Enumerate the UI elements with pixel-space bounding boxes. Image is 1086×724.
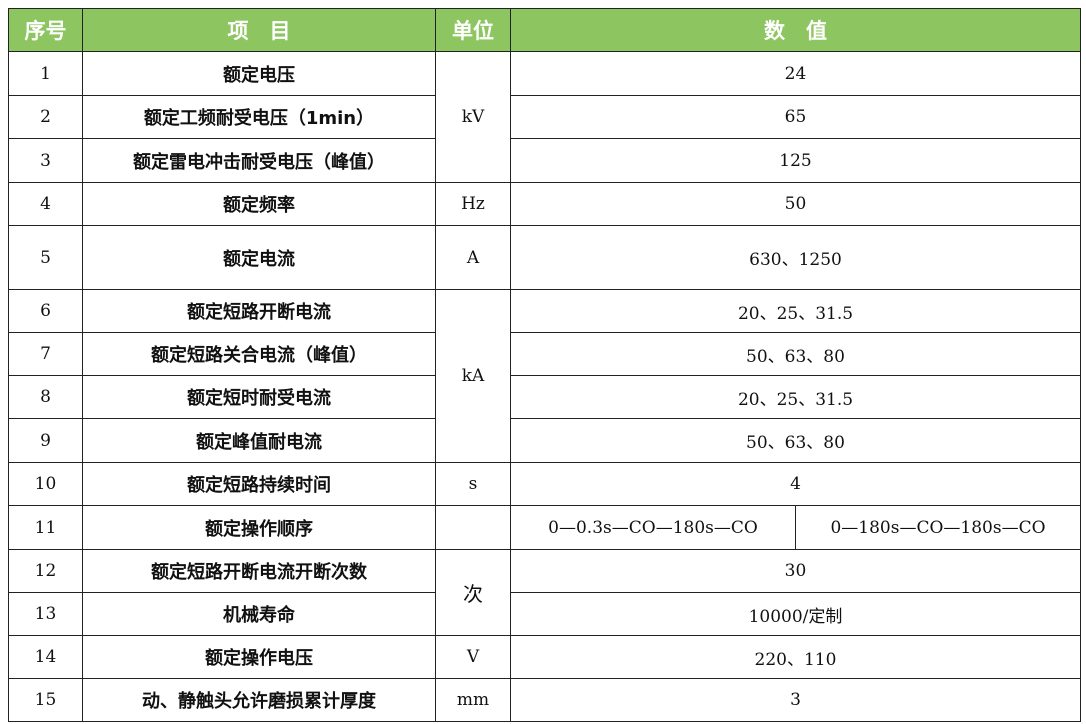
row-item: 额定短路持续时间 <box>82 462 436 506</box>
row-value: 10000/定制 <box>510 592 1081 636</box>
row-item: 额定工频耐受电压（1min） <box>82 95 436 139</box>
row-value: 50 <box>510 182 1081 226</box>
row-value: 3 <box>510 678 1081 722</box>
row-value: 30 <box>510 549 1081 593</box>
row-no: 1 <box>8 51 83 96</box>
row-no: 11 <box>8 505 83 550</box>
row-value: 20、25、31.5 <box>510 289 1081 333</box>
table-row: 10 额定短路持续时间 s 4 <box>8 462 1081 506</box>
row-value-a: 0—0.3s—CO—180s—CO <box>510 505 796 550</box>
table-row: 3 额定雷电冲击耐受电压（峰值） 125 <box>8 138 1081 183</box>
row-no: 12 <box>8 549 83 593</box>
row-item: 额定频率 <box>82 182 436 226</box>
table-row: 9 额定峰值耐电流 50、63、80 <box>8 418 1081 463</box>
row-item: 额定雷电冲击耐受电压（峰值） <box>82 138 436 183</box>
table-row: 13 机械寿命 10000/定制 <box>8 592 1081 636</box>
row-unit: 次 <box>435 549 511 636</box>
row-item: 额定电压 <box>82 51 436 96</box>
row-value: 630、1250 <box>510 225 1081 290</box>
table-row: 5 额定电流 A 630、1250 <box>8 225 1081 290</box>
row-item: 额定操作顺序 <box>82 505 436 550</box>
table-row: 11 额定操作顺序 0—0.3s—CO—180s—CO 0—180s—CO—18… <box>8 505 1081 550</box>
row-value: 220、110 <box>510 635 1081 679</box>
row-value: 50、63、80 <box>510 418 1081 463</box>
table-row: 7 额定短路关合电流（峰值） 50、63、80 <box>8 332 1081 376</box>
row-value: 125 <box>510 138 1081 183</box>
row-no: 6 <box>8 289 83 333</box>
header-item: 项 目 <box>82 8 436 52</box>
spec-table: 序号 项 目 单位 数 值 1 额定电压 kV 24 2 额定工频耐受电压（1m… <box>8 8 1081 722</box>
row-value: 24 <box>510 51 1081 96</box>
row-no: 4 <box>8 182 83 226</box>
header-value: 数 值 <box>510 8 1081 52</box>
row-item: 额定短时耐受电流 <box>82 375 436 419</box>
table-row: 2 额定工频耐受电压（1min） 65 <box>8 95 1081 139</box>
table-row: 14 额定操作电压 V 220、110 <box>8 635 1081 679</box>
table-row: 12 额定短路开断电流开断次数 次 30 <box>8 549 1081 636</box>
row-item: 动、静触头允许磨损累计厚度 <box>82 678 436 722</box>
row-item: 额定电流 <box>82 225 436 290</box>
row-value: 65 <box>510 95 1081 139</box>
row-no: 13 <box>8 592 83 636</box>
table-row: 6 额定短路开断电流 kA 20、25、31.5 <box>8 289 1081 463</box>
row-unit: A <box>435 225 511 290</box>
row-value: 20、25、31.5 <box>510 375 1081 419</box>
row-no: 15 <box>8 678 83 722</box>
row-no: 2 <box>8 95 83 139</box>
row-no: 9 <box>8 418 83 463</box>
header-unit: 单位 <box>435 8 511 52</box>
row-value: 50、63、80 <box>510 332 1081 376</box>
row-no: 14 <box>8 635 83 679</box>
row-value-b: 0—180s—CO—180s—CO <box>795 505 1081 550</box>
row-item: 额定短路开断电流开断次数 <box>82 549 436 593</box>
table-row: 15 动、静触头允许磨损累计厚度 mm 3 <box>8 678 1081 722</box>
row-no: 7 <box>8 332 83 376</box>
table-row: 4 额定频率 Hz 50 <box>8 182 1081 226</box>
row-item: 机械寿命 <box>82 592 436 636</box>
row-unit <box>435 505 511 550</box>
row-item: 额定峰值耐电流 <box>82 418 436 463</box>
table-row: 1 额定电压 kV 24 <box>8 51 1081 183</box>
row-no: 8 <box>8 375 83 419</box>
row-unit: V <box>435 635 511 679</box>
row-unit: mm <box>435 678 511 722</box>
row-item: 额定短路开断电流 <box>82 289 436 333</box>
row-no: 5 <box>8 225 83 290</box>
row-unit: kV <box>435 51 511 183</box>
row-no: 3 <box>8 138 83 183</box>
header-no: 序号 <box>8 8 83 52</box>
row-no: 10 <box>8 462 83 506</box>
table-row: 8 额定短时耐受电流 20、25、31.5 <box>8 375 1081 419</box>
row-item: 额定操作电压 <box>82 635 436 679</box>
row-item: 额定短路关合电流（峰值） <box>82 332 436 376</box>
row-value: 4 <box>510 462 1081 506</box>
header-row: 序号 项 目 单位 数 值 <box>8 8 1081 52</box>
row-unit: s <box>435 462 511 506</box>
row-unit: kA <box>435 289 511 463</box>
row-unit: Hz <box>435 182 511 226</box>
